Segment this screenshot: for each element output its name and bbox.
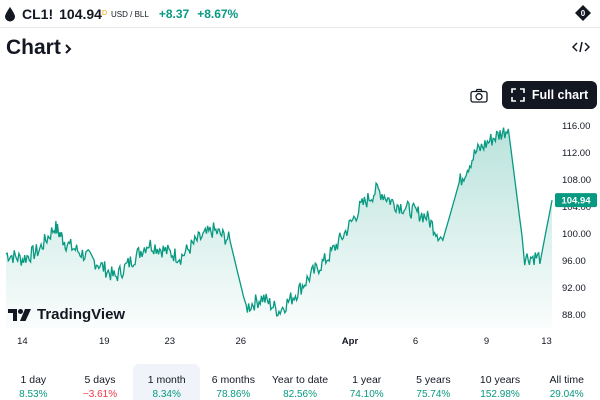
x-tick-label: 14	[17, 336, 28, 347]
range-change-percent: 75.74%	[416, 389, 451, 400]
range-label: 1 year	[352, 374, 382, 386]
logo-icon[interactable]: 0	[574, 4, 592, 22]
chart-title-link[interactable]: Chart	[6, 36, 72, 60]
range-change-percent: 29.04%	[549, 389, 584, 400]
range-label: Year to date	[271, 374, 329, 386]
price-unit: USD / BLL	[111, 10, 149, 19]
range-tab-5-years[interactable]: 5 years 75.74%	[400, 364, 467, 400]
range-tab-10-years[interactable]: 10 years 152.98%	[467, 364, 534, 400]
last-price-tag	[555, 193, 597, 208]
range-label: 6 months	[211, 374, 255, 386]
range-tab-1-day[interactable]: 1 day 8.53%	[0, 364, 67, 400]
price-chart[interactable]: 116.00 112.00 108.00 104.00 100.00 96.00 92.00…	[0, 112, 600, 352]
brand-name: TradingView	[37, 306, 126, 323]
x-tick-label: 13	[541, 336, 552, 347]
x-tick-label: 6	[413, 336, 418, 347]
svg-text:0: 0	[581, 9, 586, 18]
range-label: All time	[549, 374, 584, 386]
tradingview-logo: TradingView	[8, 306, 125, 323]
y-tick-label: 100.00	[562, 229, 591, 240]
fullscreen-icon	[511, 88, 525, 102]
y-tick-label: 108.00	[562, 175, 591, 186]
range-tab-1-month[interactable]: 1 month 8.34%	[133, 364, 201, 400]
price-status-marker: D	[101, 10, 108, 17]
y-tick-label: 116.00	[562, 121, 590, 132]
y-tick-label: 96.00	[562, 256, 586, 267]
drop-icon	[5, 6, 15, 21]
y-tick-label: 88.00	[562, 310, 586, 321]
price-change: +8.37	[158, 6, 190, 21]
range-label: 1 month	[147, 374, 186, 386]
last-price-label: 104.94	[561, 196, 591, 207]
range-change-percent: 8.53%	[19, 389, 48, 400]
range-tab-year-to-date[interactable]: Year to date 82.56%	[267, 364, 334, 400]
y-tick-label: 92.00	[562, 283, 586, 294]
price-area-fill	[6, 127, 552, 328]
range-label: 5 days	[84, 374, 116, 386]
range-tab-all-time[interactable]: All time 29.04%	[533, 364, 600, 400]
range-change-percent: 78.86%	[216, 389, 251, 400]
page-title: Chart	[6, 36, 61, 59]
full-chart-button[interactable]: Full chart	[502, 81, 597, 109]
range-tab-5-days[interactable]: 5 days −3.61%	[67, 364, 134, 400]
range-change-percent: −3.61%	[82, 389, 118, 400]
x-tick-label: 23	[165, 336, 176, 347]
last-price: 104.94	[59, 5, 102, 22]
range-change-percent: 74.10%	[349, 389, 384, 400]
full-chart-label: Full chart	[531, 88, 589, 102]
range-tab-6-months[interactable]: 6 months 78.86%	[200, 364, 267, 400]
x-tick-label: 19	[99, 336, 110, 347]
chevron-right-icon	[65, 44, 72, 54]
camera-icon	[470, 88, 488, 103]
range-change-percent: 152.98%	[480, 389, 520, 400]
price-change-percent: +8.67%	[197, 6, 239, 21]
embed-code-icon[interactable]	[572, 40, 590, 54]
range-label: 10 years	[479, 374, 521, 386]
y-tick-label: 112.00	[562, 148, 590, 159]
symbol-header: CL1! 104.94 D USD / BLL +8.37 +8.67% 0	[0, 0, 600, 28]
y-tick-label: 104.00	[562, 202, 591, 213]
range-tab-1-year[interactable]: 1 year 74.10%	[333, 364, 400, 400]
range-label: 5 years	[416, 374, 451, 386]
price-series-line	[5, 127, 553, 317]
range-label: 1 day	[20, 374, 47, 386]
x-tick-label: Apr	[342, 336, 359, 347]
tradingview-icon	[8, 308, 31, 321]
screenshot-button[interactable]	[464, 81, 494, 109]
time-range-selector: 1 day 8.53% 5 days −3.61% 1 month 8.34% 6 mont…	[0, 364, 600, 400]
x-tick-label: 26	[235, 336, 246, 347]
range-change-percent: 82.56%	[283, 389, 317, 400]
symbol-name[interactable]: CL1!	[22, 5, 54, 22]
range-change-percent: 8.34%	[152, 389, 181, 400]
x-tick-label: 9	[484, 336, 489, 347]
